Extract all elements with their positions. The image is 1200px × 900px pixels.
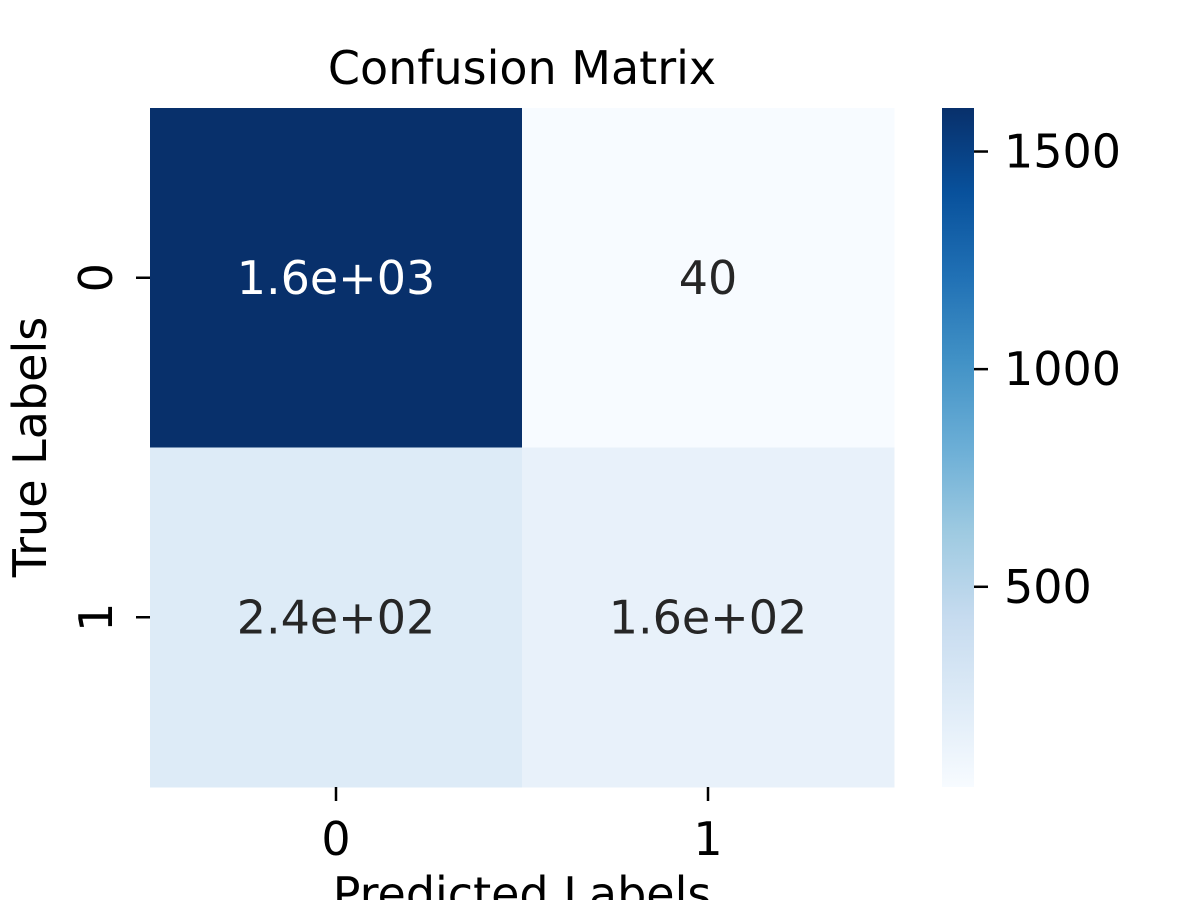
heatmap-cell-0-1: [522, 108, 895, 448]
heatmap-cell-1-0: [150, 447, 523, 788]
y-tick-label-0: 0: [69, 263, 123, 292]
heatmap-cells: [150, 108, 895, 788]
cell-annotation-0-1: 40: [679, 251, 738, 305]
heatmap-cell-1-1: [522, 447, 895, 788]
heatmap-annotations: 1.6e+03 40 2.4e+02 1.6e+02: [237, 251, 808, 645]
cell-annotation-1-0: 2.4e+02: [237, 590, 436, 644]
colorbar-ticks: 500 1000 1500: [974, 125, 1121, 614]
x-tick-label-1: 1: [693, 812, 722, 866]
x-tick-label-0: 0: [321, 812, 350, 866]
cell-annotation-0-0: 1.6e+03: [237, 251, 436, 305]
y-tick-label-1: 1: [69, 603, 123, 632]
x-axis-label: Predicted Labels: [333, 867, 712, 900]
colorbar: [942, 108, 974, 787]
chart-title: Confusion Matrix: [328, 41, 716, 95]
y-axis: 01: [69, 263, 150, 632]
cell-annotation-1-1: 1.6e+02: [609, 590, 808, 644]
colorbar-tick-label-2: 1500: [1004, 125, 1121, 179]
heatmap-cell-0-0: [150, 108, 523, 448]
y-axis-label: True Labels: [3, 317, 57, 578]
colorbar-tick-label-0: 500: [1004, 560, 1092, 614]
colorbar-tick-label-1: 1000: [1004, 342, 1121, 396]
